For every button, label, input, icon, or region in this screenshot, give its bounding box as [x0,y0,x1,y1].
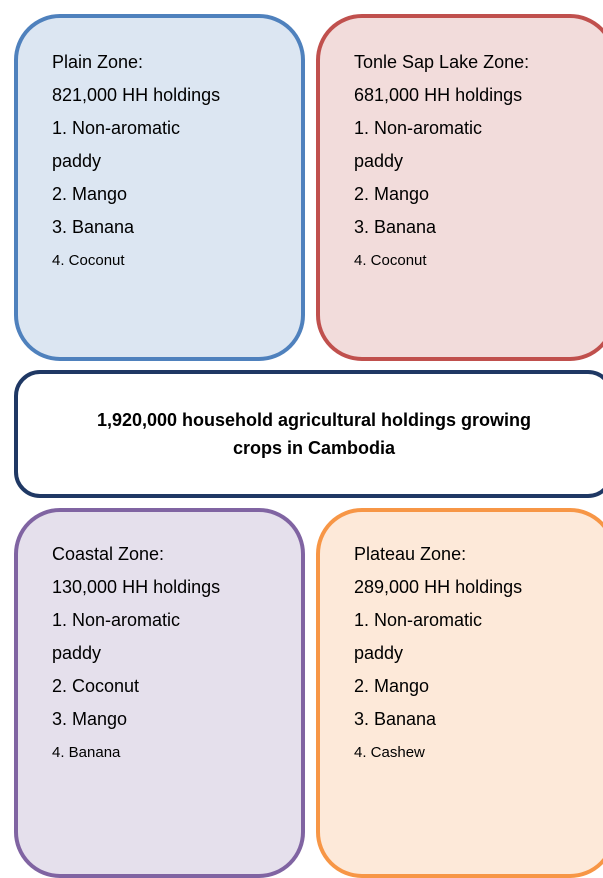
crop-item: 4. Coconut [52,252,125,269]
crop-item: 3. Banana [354,217,437,237]
zone-holdings: 681,000 HH holdings [354,85,523,105]
crop-item: 4. Banana [52,744,121,761]
crop-item: 4. Cashew [354,744,425,761]
zone-text: Plateau Zone: 289,000 HH holdings 1. Non-a… [354,538,536,769]
zone-text: Tonle Sap Lake Zone: 681,000 HH holdings 1… [354,46,536,277]
zone-name: Plateau Zone: [354,544,467,564]
crop-item: 4. Coconut [354,252,427,269]
zone-text: Plain Zone: 821,000 HH holdings 1. Non-aro… [52,46,234,277]
crop-item: 2. Mango [354,676,430,696]
zone-box [14,508,305,878]
crop-item: 2. Coconut [52,676,140,696]
zone-box [14,14,305,361]
crop-item: 2. Mango [354,184,430,204]
crop-item: 3. Banana [354,709,437,729]
crop-item: 1. Non-aromatic paddy [354,118,483,171]
crop-item: 1. Non-aromatic paddy [354,610,483,663]
page: 1,920,000 household agricultural holding… [14,14,603,878]
zone-holdings: 289,000 HH holdings [354,577,523,597]
crop-item: 1. Non-aromatic paddy [52,610,181,663]
zone-holdings: 821,000 HH holdings [52,85,221,105]
center-box: 1,920,000 household agricultural holding… [14,370,603,498]
crop-item: 2. Mango [52,184,128,204]
center-text: 1,920,000 household agricultural holding… [96,410,532,458]
crop-item: 3. Mango [52,709,128,729]
zone-box [316,14,603,361]
zone-name: Tonle Sap Lake Zone: [354,52,530,72]
zone-name: Coastal Zone: [52,544,165,564]
zone-box [316,508,603,878]
zone-text: Coastal Zone: 130,000 HH holdings 1. Non-a… [52,538,234,769]
zone-name: Plain Zone: [52,52,144,72]
zone-holdings: 130,000 HH holdings [52,577,221,597]
crop-item: 1. Non-aromatic paddy [52,118,181,171]
crop-item: 3. Banana [52,217,135,237]
